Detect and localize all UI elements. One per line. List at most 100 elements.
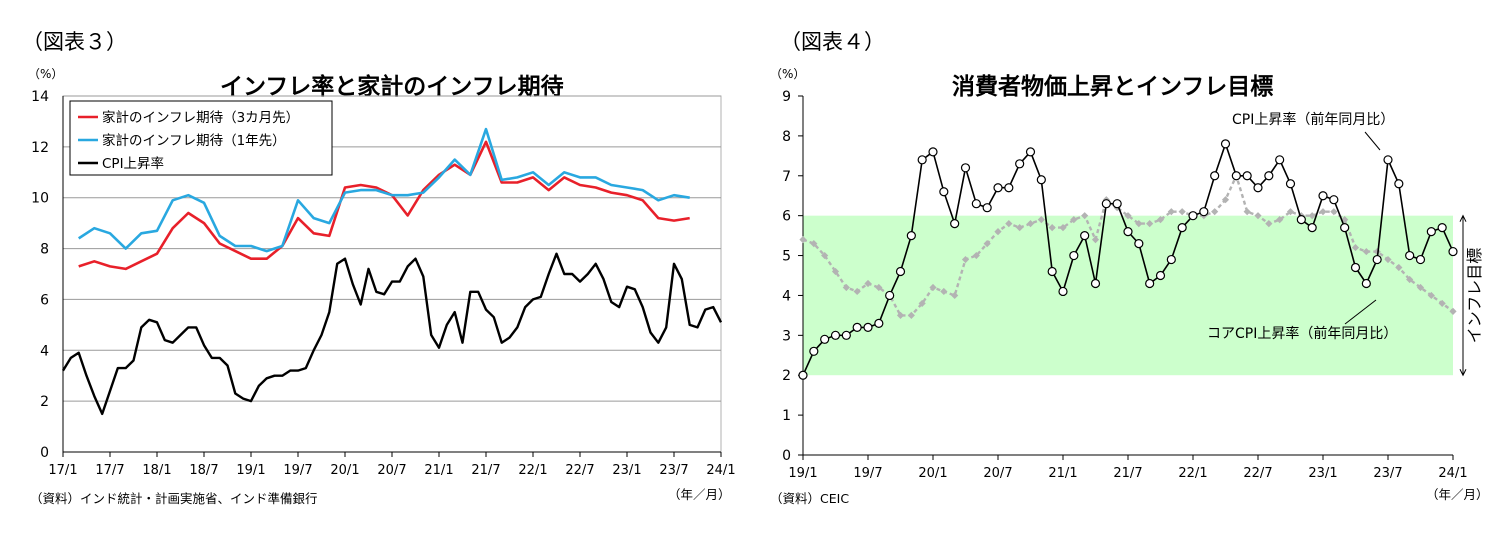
cpi-marker	[960, 163, 971, 173]
x-tick-label: 21/7	[1113, 466, 1142, 481]
cpi-marker	[1242, 171, 1252, 181]
core-cpi-marker	[1265, 220, 1273, 228]
x-tick-label: 19/7	[853, 466, 882, 481]
cpi-marker	[1220, 139, 1231, 149]
x-tick-label: 19/7	[283, 463, 312, 478]
core-cpi-marker	[1395, 263, 1403, 272]
cpi-marker	[798, 370, 808, 380]
core-cpi-marker	[1341, 216, 1349, 224]
cpi-marker	[1123, 227, 1133, 237]
y-tick-label: 14	[31, 89, 49, 105]
core-cpi-marker	[1211, 208, 1219, 216]
cpi-marker	[1036, 175, 1046, 185]
x-tick-label: 20/1	[918, 466, 947, 481]
figure4-title: 消費者物価上昇とインフレ目標	[952, 74, 1274, 100]
legend-label: CPI上昇率	[102, 155, 164, 172]
cpi-marker	[1275, 155, 1285, 165]
y-tick-label: 3	[782, 328, 791, 344]
target-band	[803, 215, 1453, 376]
cpi-marker	[1405, 250, 1415, 261]
figure3-y-unit: （%）	[28, 67, 64, 81]
cpi-marker	[982, 203, 992, 213]
core-cpi-marker	[1016, 224, 1024, 232]
cpi-marker	[1134, 238, 1144, 249]
cpi-marker	[1004, 183, 1014, 193]
x-tick-label: 22/1	[1178, 466, 1207, 481]
cpi-marker	[1112, 199, 1122, 209]
cpi-marker	[993, 183, 1003, 193]
cpi-marker	[1437, 223, 1447, 233]
figure3-x-unit: （年／月）	[668, 487, 731, 502]
x-tick-label: 22/7	[565, 463, 594, 478]
cpi-marker	[1285, 179, 1296, 189]
cpi-marker	[906, 231, 916, 241]
core-cpi-marker	[799, 236, 807, 244]
cpi-marker	[1361, 278, 1371, 289]
cpi-marker	[1210, 171, 1220, 181]
y-tick-label: 4	[782, 288, 791, 304]
cpi-marker	[830, 330, 841, 340]
y-tick-label: 8	[40, 242, 49, 258]
x-tick-label: 23/1	[1308, 466, 1337, 481]
cpi-marker	[1199, 207, 1209, 217]
cpi-marker	[1177, 223, 1187, 233]
cpi-marker	[1047, 266, 1057, 277]
cpi-marker	[1080, 231, 1090, 241]
cpi-marker	[1231, 171, 1241, 181]
cpi-marker	[1350, 262, 1361, 273]
core-cpi-marker	[1308, 212, 1316, 220]
cpi-marker	[1340, 223, 1350, 233]
legend-box	[69, 100, 333, 176]
legend-label: 家計のインフレ期待（3カ月先）	[102, 109, 299, 126]
x-tick-label: 17/1	[48, 463, 77, 478]
figure3-label: （図表３）	[22, 30, 127, 54]
x-tick-label: 21/1	[1048, 466, 1077, 481]
cpi-marker	[1307, 223, 1317, 233]
core-cpi-marker	[1070, 216, 1078, 224]
cpi-marker	[895, 266, 906, 277]
x-tick-label: 18/7	[189, 463, 218, 478]
cpi-marker	[1101, 199, 1111, 209]
core-cpi-marker	[1135, 220, 1143, 228]
y-tick-label: 4	[40, 343, 49, 359]
annotation-target: インフレ目標	[1465, 248, 1484, 344]
cpi-marker	[1155, 270, 1166, 281]
chart-inflation-expectations: 0 2 4 6 8 10 12 14 17/1 17/7 18/1 18/7 19/1 19/7 20/1 2…	[31, 89, 735, 478]
x-tick-label: 20/7	[377, 463, 406, 478]
figure4-panel: （図表４） 消費者物価上昇とインフレ目標 （%） 0 1 2 3 4 5 6 7 8 9 19/1 1…	[756, 0, 1512, 544]
y-tick-label: 2	[782, 368, 791, 384]
core-cpi-marker	[1178, 208, 1186, 216]
figure4-source: （資料）CEIC	[770, 491, 850, 506]
cpi-marker	[1166, 254, 1176, 265]
cpi-marker	[1394, 179, 1404, 189]
cpi-marker	[1296, 215, 1306, 225]
core-cpi-marker	[1330, 208, 1338, 216]
x-tick-label: 20/7	[983, 466, 1012, 481]
y-tick-label: 5	[782, 249, 791, 265]
legend: 家計のインフレ期待（3カ月先） 家計のインフレ期待（1年先） CPI上昇率	[69, 100, 333, 176]
x-tick-label: 21/7	[471, 463, 500, 478]
x-tick-label: 22/1	[518, 463, 547, 478]
y-tick-label: 0	[782, 448, 791, 464]
figure4-y-unit: （%）	[770, 67, 806, 81]
cpi-marker	[874, 318, 884, 328]
core-cpi-marker	[1037, 216, 1045, 224]
cpi-marker	[917, 155, 927, 165]
x-tick-label: 23/1	[612, 463, 641, 478]
figure4-label: （図表４）	[780, 30, 885, 54]
core-cpi-marker	[907, 311, 915, 319]
x-tick-label: 20/1	[330, 463, 359, 478]
core-cpi-marker	[1449, 307, 1457, 315]
target-arrow-up	[1459, 214, 1467, 222]
cpi-marker	[1318, 191, 1328, 201]
core-cpi-marker	[1276, 216, 1284, 224]
cpi-marker	[950, 219, 960, 229]
y-tick-label: 6	[782, 209, 791, 225]
y-tick-label: 8	[782, 129, 791, 145]
cpi-marker	[1372, 254, 1382, 265]
core-cpi-marker	[831, 267, 840, 276]
y-tick-label: 6	[40, 292, 49, 308]
y-tick-label: 2	[40, 394, 49, 410]
core-cpi-marker	[1167, 208, 1175, 216]
legend-label: 家計のインフレ期待（1年先）	[102, 132, 286, 149]
